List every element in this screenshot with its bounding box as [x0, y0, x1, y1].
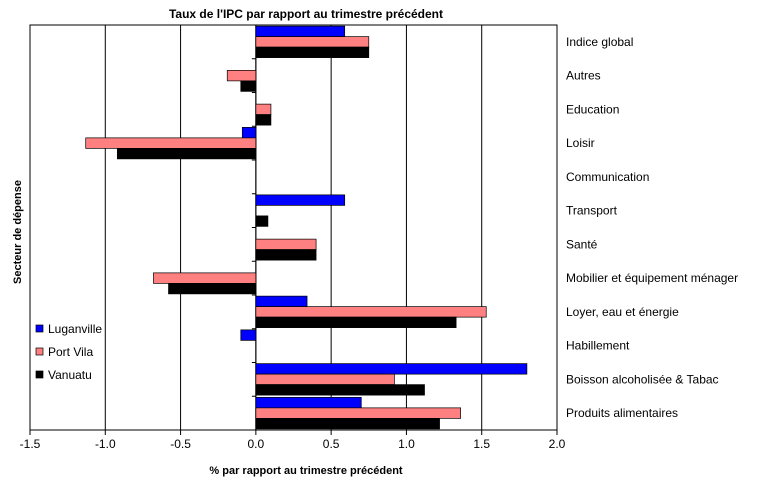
- bar-vanuatu: [240, 80, 257, 92]
- category-label: Mobilier et équipement ménager: [566, 271, 738, 285]
- bar-port-vila: [85, 137, 257, 149]
- bar-vanuatu: [255, 316, 457, 328]
- legend-swatch: [35, 324, 44, 333]
- x-tick-label: 1.0: [398, 437, 415, 451]
- bar-port-vila: [255, 238, 317, 250]
- bar-luganville: [255, 363, 528, 375]
- bar-luganville: [241, 127, 257, 139]
- bar-vanuatu: [255, 46, 370, 58]
- bar-vanuatu: [255, 114, 272, 126]
- x-tick-label: 2.0: [549, 437, 566, 451]
- bar-luganville: [255, 397, 362, 409]
- bar-luganville: [255, 295, 308, 307]
- x-axis-label: % par rapport au trimestre précédent: [209, 465, 403, 477]
- x-tick-label: -1.0: [95, 437, 116, 451]
- x-tick-label: 0.5: [323, 437, 340, 451]
- x-tick-label: 0.0: [248, 437, 265, 451]
- bar-port-vila: [255, 306, 487, 318]
- plot-area: -1.5 -1.0 -0.5 0.0 0.5 1.0 1.5 2.0 Indice global…: [20, 24, 738, 451]
- bar-port-vila: [255, 373, 395, 385]
- category-label: Autres: [566, 69, 601, 83]
- bar-vanuatu: [116, 148, 257, 160]
- bar-port-vila: [226, 70, 257, 82]
- y-axis-label: Secteur de dépense: [12, 180, 24, 284]
- chart-title: Taux de l'IPC par rapport au trimestre p…: [169, 7, 443, 21]
- category-label: Education: [566, 102, 619, 116]
- bar-vanuatu: [255, 249, 317, 261]
- category-label: Transport: [566, 204, 618, 218]
- plot-border: [29, 24, 558, 431]
- bar-vanuatu: [168, 283, 257, 295]
- category-label: Santé: [566, 237, 598, 251]
- x-tick-label: -1.5: [20, 437, 41, 451]
- category-label: Produits alimentaires: [566, 406, 678, 420]
- category-label: Habillement: [566, 339, 630, 353]
- bar-port-vila: [255, 103, 272, 115]
- category-label: Indice global: [566, 35, 633, 49]
- bar-luganville: [255, 194, 346, 206]
- bar-port-vila: [255, 36, 370, 48]
- bar-vanuatu: [255, 215, 269, 227]
- x-tick-label: 1.5: [473, 437, 490, 451]
- bar-luganville: [240, 329, 257, 341]
- legend-label: Vanuatu: [48, 368, 92, 382]
- legend-swatch: [35, 347, 44, 356]
- legend-swatch: [35, 370, 44, 379]
- bar-port-vila: [153, 272, 257, 284]
- bar-luganville: [255, 25, 346, 37]
- x-tick-label: -0.5: [170, 437, 191, 451]
- category-label: Loyer, eau et énergie: [566, 305, 679, 319]
- category-label: Loisir: [566, 136, 595, 150]
- category-label: Communication: [566, 170, 649, 184]
- category-label: Boisson alcoholisée & Tabac: [566, 372, 719, 386]
- legend-label: Port Vila: [48, 345, 93, 359]
- bar-port-vila: [255, 407, 461, 419]
- bar-vanuatu: [255, 418, 440, 430]
- legend-label: Luganville: [48, 322, 102, 336]
- bar-vanuatu: [255, 384, 425, 396]
